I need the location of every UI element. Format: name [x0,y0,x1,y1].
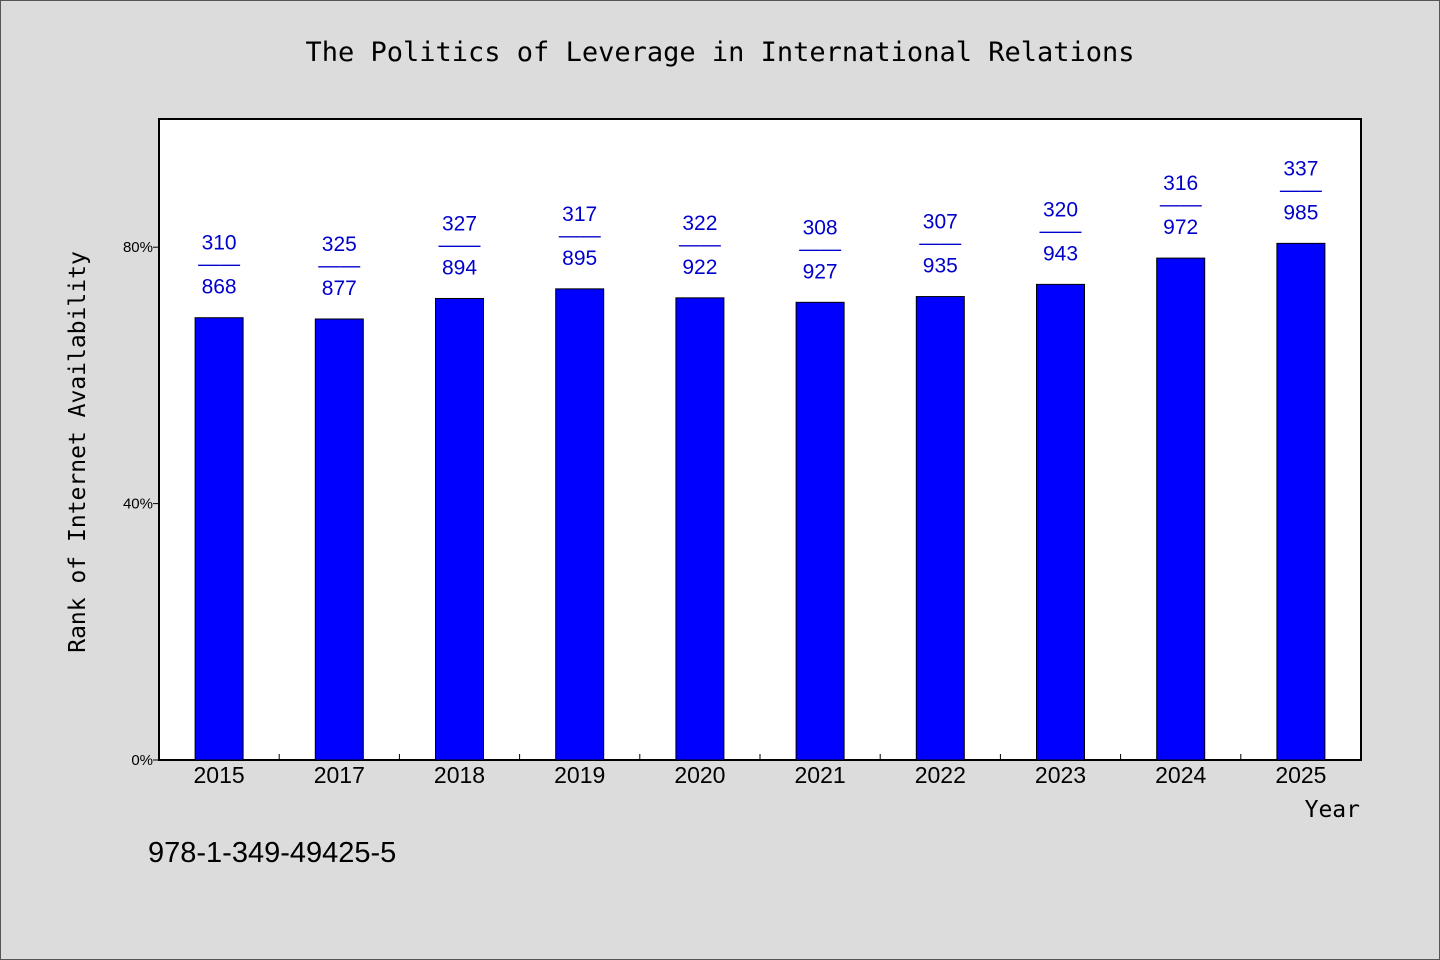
data-label-separator-2020: —— [679,233,721,256]
data-label-separator-2022: —— [919,232,961,255]
data-label-separator-2015: —— [198,253,240,276]
x-tick-label-2020: 2020 [674,762,725,788]
data-label-bottom-2022: 935 [923,255,958,278]
data-label-separator-2021: —— [799,237,841,260]
data-label-top-2022: 307 [923,211,958,234]
bar-2025 [1276,242,1326,761]
x-tick-label-2017: 2017 [314,762,365,788]
data-label-bottom-2017: 877 [322,277,357,300]
data-label-separator-2017: —— [318,254,360,277]
data-label-top-2023: 320 [1043,198,1078,221]
data-label-separator-2025: —— [1280,178,1322,201]
x-tick-label-2025: 2025 [1275,762,1326,788]
x-tick-label-2021: 2021 [795,762,846,788]
data-label-top-2017: 325 [322,233,357,256]
bar-2024 [1156,257,1206,761]
data-label-bottom-2019: 895 [562,247,597,270]
y-axis-label: Rank of Internet Availability [65,251,91,653]
isbn-code: 978-1-349-49425-5 [148,837,396,869]
data-label-top-2019: 317 [562,203,597,226]
data-labels-layer: 310——868325——877327——894317——895322——922… [198,157,1322,300]
bar-2017 [314,318,364,761]
data-label-bottom-2024: 972 [1163,216,1198,239]
x-tick-label-2018: 2018 [434,762,485,788]
x-tick-label-2015: 2015 [194,762,245,788]
data-label-bottom-2020: 922 [682,256,717,279]
x-axis: 2015 2017 2018 2019 2020 2021 2022 2023 2024 2025 [194,754,1326,788]
bar-2020 [675,297,725,761]
data-label-top-2021: 308 [803,216,838,239]
bar-2019 [555,288,605,761]
data-label-top-2020: 322 [682,212,717,235]
data-label-bottom-2015: 868 [202,276,237,299]
bar-2015 [194,317,244,761]
data-label-top-2025: 337 [1283,157,1318,180]
y-axis: 0% 40% 80% [123,239,159,769]
data-label-separator-2018: —— [439,233,481,256]
x-tick-label-2023: 2023 [1035,762,1086,788]
data-label-top-2024: 316 [1163,172,1198,195]
y-tick-label-0pct: 0% [131,752,153,769]
data-label-bottom-2023: 943 [1043,242,1078,265]
data-label-top-2018: 327 [442,212,477,235]
data-label-separator-2019: —— [559,224,601,247]
bar-2022 [915,296,965,761]
data-label-separator-2024: —— [1160,193,1202,216]
bar-2023 [1036,283,1085,761]
bar-2021 [795,301,845,761]
data-label-bottom-2021: 927 [803,260,838,283]
chart-title: The Politics of Leverage in Internationa… [305,37,1134,68]
data-label-bottom-2018: 894 [442,256,477,279]
data-label-separator-2023: —— [1040,219,1082,242]
bars-layer [194,242,1326,761]
x-axis-label: Year [1305,797,1360,823]
x-tick-label-2022: 2022 [915,762,966,788]
x-tick-label-2019: 2019 [554,762,605,788]
y-tick-label-40pct: 40% [123,496,153,513]
data-label-top-2015: 310 [202,232,237,255]
x-tick-label-2024: 2024 [1155,762,1206,788]
y-tick-label-80pct: 80% [123,239,153,256]
bar-2018 [435,297,484,761]
data-label-bottom-2025: 985 [1283,201,1318,224]
